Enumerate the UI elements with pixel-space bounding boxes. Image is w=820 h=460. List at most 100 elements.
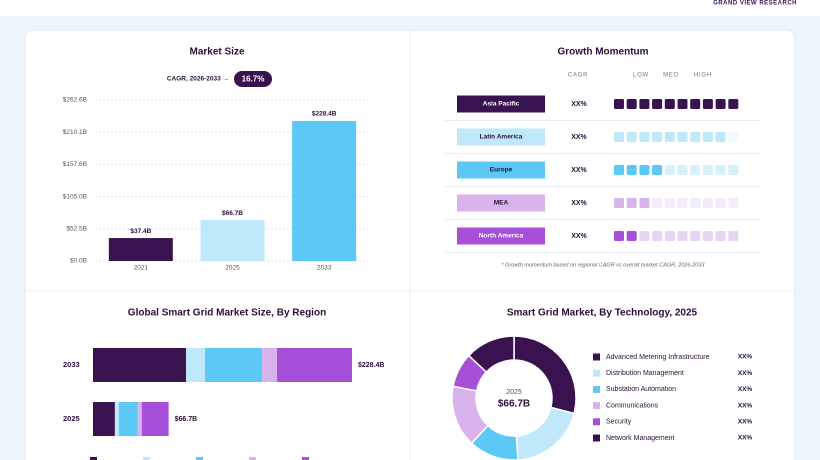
empty-cell xyxy=(728,132,739,142)
empty-cell xyxy=(702,165,713,175)
legend-value: XX% xyxy=(738,354,753,361)
legend-swatch xyxy=(593,369,600,377)
x-tick-label: 2025 xyxy=(225,265,240,272)
bar xyxy=(200,220,265,261)
level-cell xyxy=(614,132,624,142)
region-label: Europe xyxy=(490,167,513,174)
y-tick-label: $105.0B xyxy=(63,193,87,200)
region-label: Latin America xyxy=(480,134,523,141)
empty-cell xyxy=(728,231,739,241)
legend-swatch xyxy=(593,353,600,361)
region-label: North America xyxy=(479,233,524,240)
column-label: HIGH xyxy=(694,73,712,79)
column-label: LOW xyxy=(633,73,649,79)
region-tag xyxy=(457,227,545,245)
level-cell xyxy=(652,132,663,142)
legend-value: XX% xyxy=(738,435,753,442)
legend-swatch xyxy=(593,434,600,442)
level-cell xyxy=(639,165,650,175)
cagr-cell: XX% xyxy=(571,200,587,207)
total-label: $66.7B xyxy=(175,416,198,423)
empty-cell xyxy=(702,198,713,208)
empty-cell xyxy=(664,165,675,175)
value-label: $66.7B xyxy=(222,210,243,217)
value-label: $37.4B xyxy=(130,228,151,235)
level-cell xyxy=(614,231,624,241)
empty-cell xyxy=(690,231,701,241)
empty-cell xyxy=(639,231,650,241)
legend-swatch xyxy=(196,457,203,460)
level-cell xyxy=(677,99,688,109)
level-cell xyxy=(715,99,726,109)
level-cell xyxy=(702,99,713,109)
legend-label: Distribution Management xyxy=(606,370,684,377)
y-tick-label: $262.6B xyxy=(63,97,87,104)
bar xyxy=(108,238,173,261)
bar-segment xyxy=(205,348,263,382)
level-cell xyxy=(626,198,637,208)
bar-segment xyxy=(141,402,169,436)
level-cell xyxy=(614,165,624,175)
level-cell xyxy=(677,132,688,142)
level-cell xyxy=(614,99,624,109)
level-cell xyxy=(690,99,701,109)
level-cell xyxy=(690,132,701,142)
bar-segment xyxy=(277,348,352,382)
bar-segment xyxy=(114,402,119,436)
level-cell xyxy=(639,99,650,109)
donut-slice xyxy=(467,335,515,374)
y-tick-label: $157.6B xyxy=(63,161,87,168)
legend-label: Substation Automation xyxy=(606,386,676,393)
level-cell xyxy=(664,132,675,142)
empty-cell xyxy=(652,231,663,241)
empty-cell xyxy=(728,198,739,208)
chart-title: Smart Grid Market, By Technology, 2025 xyxy=(507,308,698,319)
legend-swatch xyxy=(593,402,600,410)
level-cell xyxy=(715,132,726,142)
empty-cell xyxy=(715,198,726,208)
cagr-cell: XX% xyxy=(571,134,587,141)
empty-cell xyxy=(652,198,663,208)
brand: GRAND VIEW RESEARCH xyxy=(713,1,797,7)
cagr-cell: XX% xyxy=(571,167,587,174)
empty-cell xyxy=(677,231,688,241)
bar-segment xyxy=(262,348,278,382)
bar-segment xyxy=(93,348,186,382)
level-cell xyxy=(652,165,663,175)
y-tick-label: $210.1B xyxy=(63,129,87,136)
y-tick-label: 2025 xyxy=(63,414,80,423)
level-cell xyxy=(664,99,675,109)
empty-cell xyxy=(677,198,688,208)
cagr-label: CAGR, 2026-2033 → xyxy=(167,76,229,83)
empty-cell xyxy=(664,231,675,241)
column-label: MED xyxy=(663,73,679,79)
region-label: Asia Pacific xyxy=(483,101,520,108)
bar-segment xyxy=(118,402,138,436)
column-label: CAGR xyxy=(568,73,589,79)
total-label: $228.4B xyxy=(358,362,384,369)
region-tag xyxy=(457,161,545,179)
level-cell xyxy=(626,132,637,142)
cagr-cell: XX% xyxy=(571,101,587,108)
center-value: $66.7B xyxy=(498,399,530,410)
empty-cell xyxy=(690,165,701,175)
region-tag xyxy=(457,194,545,212)
empty-cell xyxy=(715,231,726,241)
legend-value: XX% xyxy=(738,370,753,377)
legend-swatch xyxy=(302,457,309,460)
level-cell xyxy=(614,198,624,208)
chart-title: Growth Momentum xyxy=(557,47,648,58)
cagr-badge xyxy=(234,71,272,87)
empty-cell xyxy=(690,198,701,208)
y-tick-label: $0.0B xyxy=(70,258,87,265)
legend-value: XX% xyxy=(738,419,753,426)
legend-value: XX% xyxy=(738,386,753,393)
legend-swatch xyxy=(593,418,600,426)
bar-segment xyxy=(93,402,115,436)
legend-label: Network Management xyxy=(606,435,675,442)
empty-cell xyxy=(664,198,675,208)
bar-segment xyxy=(185,348,206,382)
legend-label: Security xyxy=(606,419,632,426)
bar-segment xyxy=(137,402,142,436)
